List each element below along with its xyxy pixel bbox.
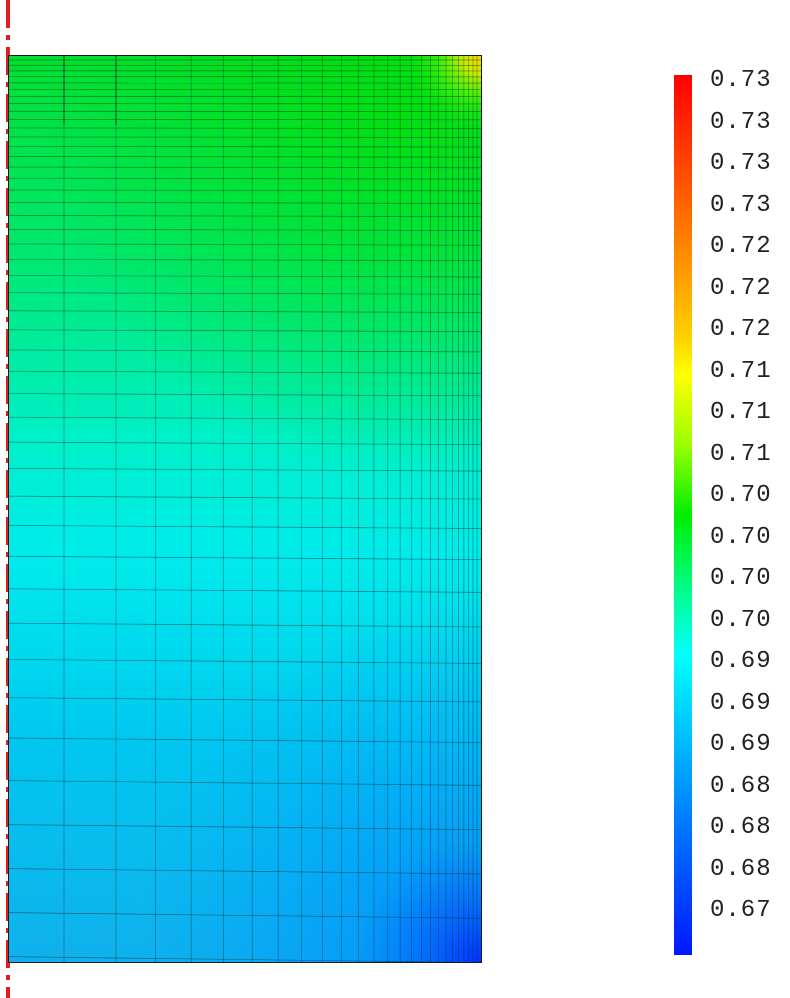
mesh-line-horizontal [8, 228, 482, 231]
colorbar [674, 75, 692, 955]
contour-plot [8, 55, 482, 963]
mesh-line-horizontal [8, 868, 482, 875]
mesh-line-horizontal [8, 622, 482, 628]
colorbar-labels: 0.73 0.73 0.73 0.73 0.72 0.72 0.72 0.71 0.71 0.71… [710, 67, 790, 947]
colorbar-label: 0.73 [710, 191, 772, 219]
colorbar-label: 0.67 [710, 897, 772, 924]
mesh-line-horizontal [8, 370, 482, 374]
mesh-line-horizontal [8, 393, 482, 397]
colorbar-label: 0.70 [710, 482, 772, 509]
mesh-line-horizontal [8, 780, 482, 786]
mesh-line-horizontal [8, 588, 482, 593]
colorbar-label: 0.72 [710, 233, 772, 260]
colorbar-label: 0.73 [710, 67, 772, 94]
mesh-line-horizontal [8, 310, 482, 313]
colorbar-label: 0.68 [710, 814, 772, 841]
mesh-line-horizontal [8, 215, 482, 217]
colorbar-label: 0.71 [710, 440, 772, 468]
mesh-line-horizontal [8, 189, 482, 192]
mesh-line-horizontal [8, 243, 482, 246]
colorbar-label: 0.69 [710, 648, 772, 675]
colorbar-label: 0.68 [710, 855, 772, 883]
colorbar-label: 0.72 [710, 316, 772, 343]
colorbar-label: 0.71 [710, 399, 772, 426]
mesh-line-horizontal [8, 202, 482, 204]
mesh-line-horizontal [8, 292, 482, 295]
colorbar-label: 0.73 [710, 108, 772, 136]
mesh-line-horizontal [8, 956, 482, 963]
mesh-line-horizontal [8, 146, 482, 148]
colorbar-label: 0.69 [710, 689, 772, 717]
mesh-line-horizontal [8, 659, 482, 664]
colorbar-label: 0.69 [710, 731, 772, 758]
mesh-line-horizontal [8, 349, 482, 353]
mesh-line-horizontal [8, 156, 482, 158]
mesh-line-horizontal [8, 177, 482, 180]
mesh-line-horizontal [8, 275, 482, 278]
colorbar-label: 0.70 [710, 606, 772, 634]
mesh-line-horizontal [8, 136, 482, 138]
colorbar-label: 0.73 [710, 150, 772, 177]
mesh-line-horizontal [8, 912, 482, 919]
mesh-line-horizontal [8, 555, 482, 560]
mesh-grid [8, 55, 482, 963]
mesh-line-horizontal [8, 525, 482, 529]
mesh-line-horizontal [8, 258, 482, 262]
field-hot-corner [8, 55, 482, 963]
mesh-line-horizontal [8, 416, 482, 420]
mesh-line-horizontal [8, 697, 482, 703]
mesh-line-horizontal [8, 737, 482, 743]
colorbar-label: 0.72 [710, 274, 772, 302]
colorbar-label: 0.68 [710, 772, 772, 800]
mesh-line-horizontal [8, 495, 482, 500]
plot-border [8, 55, 482, 963]
colorbar-label: 0.70 [710, 565, 772, 592]
colorbar-label: 0.70 [710, 523, 772, 551]
mesh-line-horizontal [8, 441, 482, 446]
colorbar-label: 0.71 [710, 357, 772, 385]
mesh-line-horizontal [8, 329, 482, 332]
mesh-line-horizontal [8, 824, 482, 831]
mesh-line-horizontal [8, 166, 482, 169]
mesh-line-horizontal [8, 468, 482, 472]
